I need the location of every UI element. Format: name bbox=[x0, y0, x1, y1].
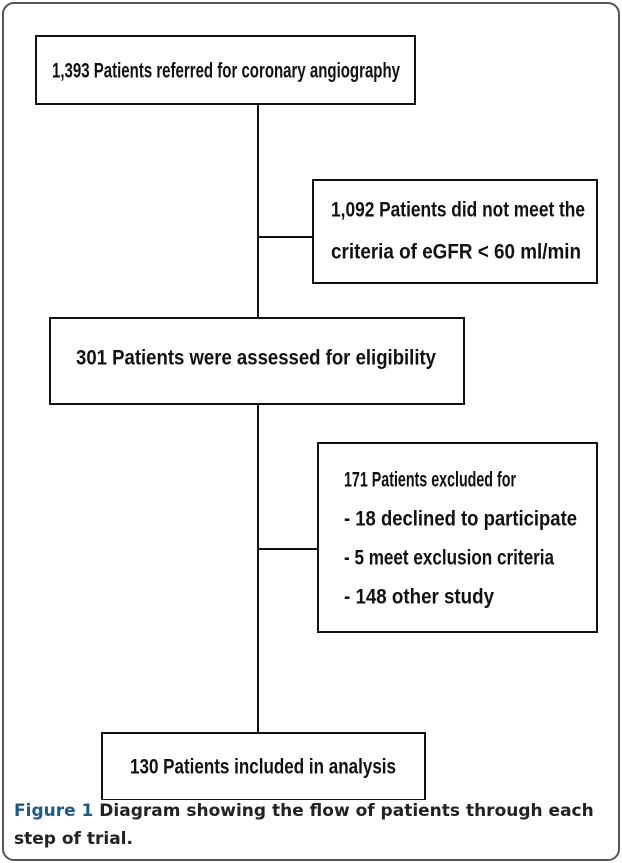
node-text: 1,092 Patients did not meet the bbox=[331, 199, 585, 222]
node-text: criteria of eGFR < 60 ml/min bbox=[331, 241, 581, 264]
node-text: - 18 declined to participate bbox=[344, 508, 577, 531]
caption: Figure 1 Diagram showing the flow of pat… bbox=[14, 797, 604, 853]
caption-label: Figure 1 bbox=[14, 801, 94, 821]
flowchart: 1,393 Patients referred for coronary ang… bbox=[35, 35, 598, 800]
node-text: 171 Patients excluded for bbox=[344, 469, 516, 492]
node-text: 1,393 Patients referred for coronary ang… bbox=[52, 60, 400, 83]
node-box bbox=[101, 732, 426, 800]
node-box bbox=[312, 179, 598, 284]
node-text: 301 Patients were assessed for eligibili… bbox=[76, 347, 436, 370]
connectors bbox=[257, 104, 318, 733]
node-box bbox=[35, 35, 416, 105]
node-box bbox=[49, 317, 465, 405]
node-box bbox=[317, 442, 598, 633]
node-text: - 5 meet exclusion criteria bbox=[344, 547, 554, 570]
node-text: - 148 other study bbox=[344, 586, 494, 609]
caption-text: Diagram showing the flow of patients thr… bbox=[14, 801, 594, 849]
node-text: 130 Patients included in analysis bbox=[130, 756, 396, 779]
